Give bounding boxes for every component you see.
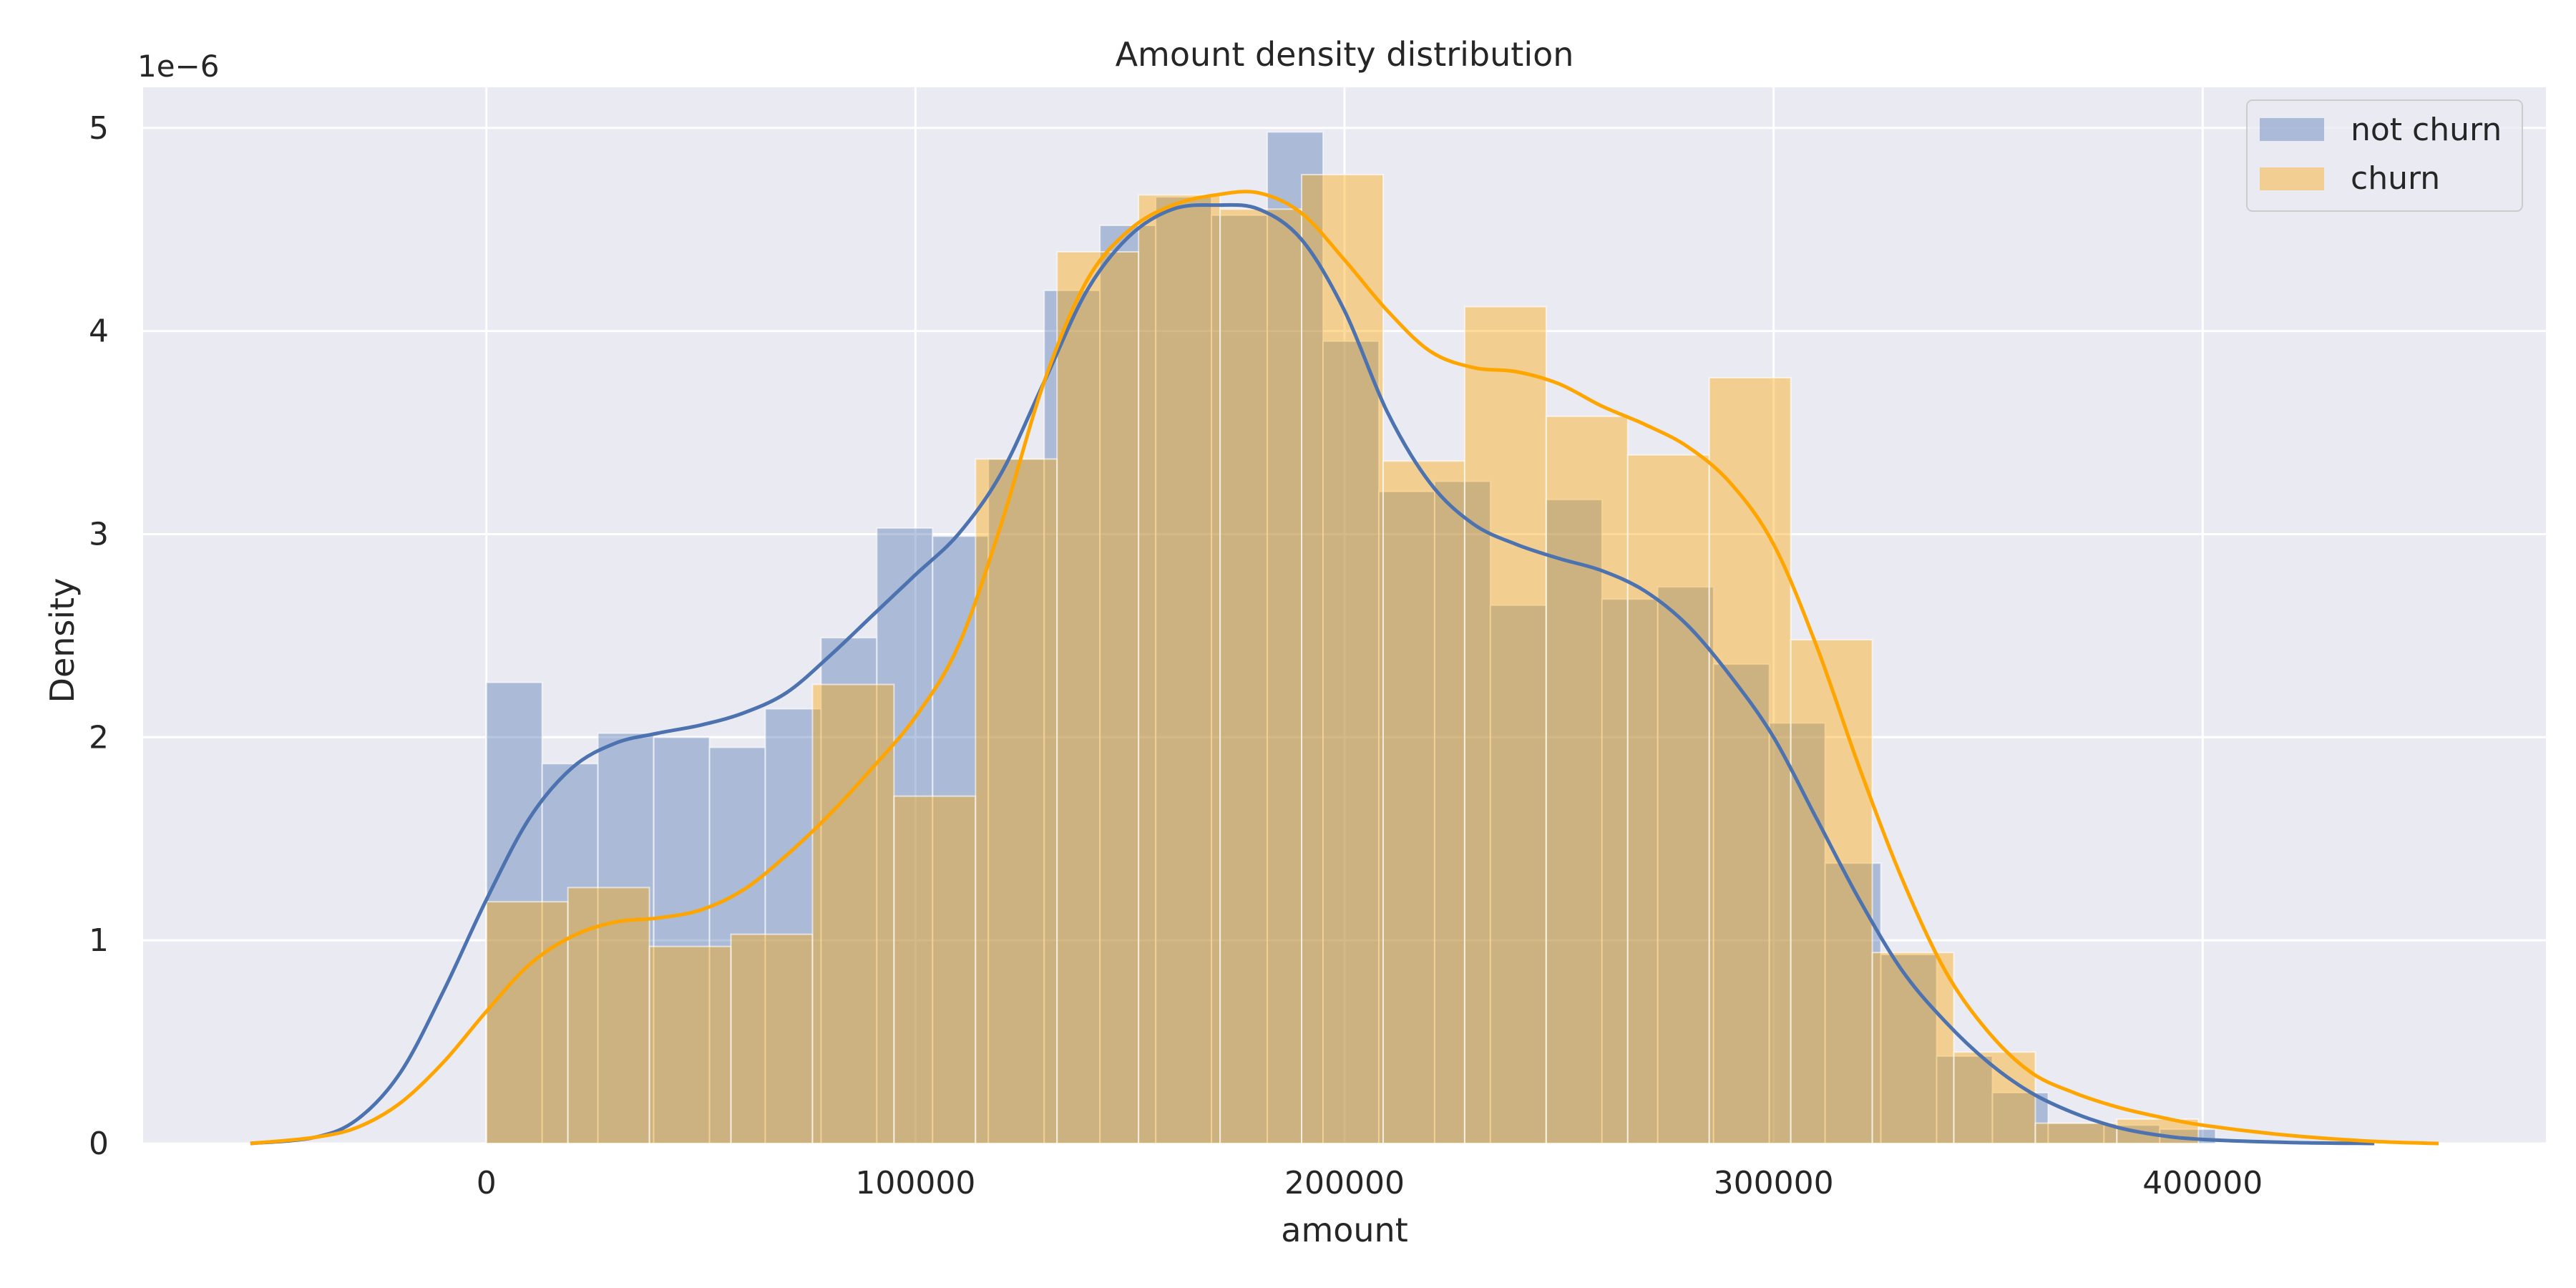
not-churn-bar-14 xyxy=(1267,131,1324,1144)
churn-bar-12 xyxy=(1463,306,1547,1144)
churn-bar-5 xyxy=(893,795,977,1144)
x-axis-label: amount xyxy=(1281,1211,1408,1249)
churn-bar-16 xyxy=(1790,639,1873,1144)
not-churn-bar-22 xyxy=(1712,663,1770,1144)
y-axis-label: Density xyxy=(43,578,82,703)
x-tick-label-4: 400000 xyxy=(2142,1165,2263,1201)
not-churn-bar-25 xyxy=(1880,954,1938,1144)
not-churn-bar-10 xyxy=(1043,289,1101,1144)
y-tick-label-0: 0 xyxy=(89,1126,109,1162)
y-tick-labels: 0 1 2 3 4 5 xyxy=(89,110,109,1162)
x-tick-label-3: 300000 xyxy=(1714,1165,1834,1201)
churn-bar-19 xyxy=(2034,1122,2118,1144)
churn-bar-10 xyxy=(1301,174,1384,1145)
not-churn-bar-18 xyxy=(1489,604,1547,1144)
legend-box xyxy=(2246,99,2523,212)
x-tick-label-1: 100000 xyxy=(855,1165,975,1201)
churn-bar-13 xyxy=(1545,415,1629,1144)
y-tick-label-2: 2 xyxy=(89,719,109,756)
churn-bar-1 xyxy=(567,887,650,1145)
y-tick-label-1: 1 xyxy=(89,922,109,959)
churn-bar-15 xyxy=(1708,376,1792,1144)
x-tick-label-0: 0 xyxy=(477,1165,497,1201)
legend: not churn churn xyxy=(2246,99,2523,212)
x-tick-label-2: 200000 xyxy=(1284,1165,1405,1201)
not-churn-bar-7 xyxy=(876,527,934,1144)
churn-bar-3 xyxy=(730,933,814,1144)
churn-bar-7 xyxy=(1056,250,1140,1144)
not-churn-bar-27 xyxy=(1991,1092,2049,1144)
kde-curves xyxy=(250,190,2439,1146)
legend-label-not-churn: not churn xyxy=(2351,112,2502,148)
y-tick-label-4: 4 xyxy=(89,313,109,350)
churn-bar-9 xyxy=(1219,208,1303,1144)
churn-bar-17 xyxy=(1871,952,1955,1144)
not-churn-bar-15 xyxy=(1322,340,1380,1144)
churn-bar-8 xyxy=(1138,194,1221,1144)
churn-bar-2 xyxy=(648,945,732,1144)
x-tick-labels: 0 100000 200000 300000 400000 xyxy=(477,1165,2263,1201)
churn-bar-14 xyxy=(1626,454,1710,1144)
y-tick-label-5: 5 xyxy=(89,110,109,147)
chart-title: Amount density distribution xyxy=(1116,35,1574,74)
legend-swatch-not-churn xyxy=(2260,118,2324,141)
churn-bar-4 xyxy=(811,683,895,1144)
not-churn-bar-20 xyxy=(1601,598,1659,1144)
churn-bar-0 xyxy=(485,901,569,1144)
not-churn-bar-2 xyxy=(597,732,655,1144)
not-churn-bar-16 xyxy=(1377,490,1435,1144)
churn-kde-line xyxy=(250,190,2439,1146)
legend-swatch-churn xyxy=(2260,167,2324,190)
churn-bar-6 xyxy=(975,458,1058,1144)
churn-bars xyxy=(485,174,2200,1145)
churn-bar-11 xyxy=(1382,460,1465,1144)
legend-label-churn: churn xyxy=(2351,160,2440,197)
y-tick-label-3: 3 xyxy=(89,516,109,552)
not-churn-bar-21 xyxy=(1657,586,1714,1144)
y-offset-text: 1e−6 xyxy=(137,49,219,84)
not-churn-bar-23 xyxy=(1768,722,1826,1144)
not-churn-kde-line xyxy=(250,203,2375,1146)
